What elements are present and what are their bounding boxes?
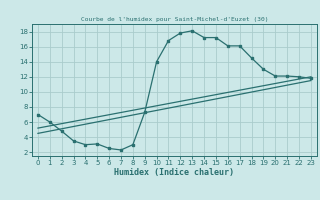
X-axis label: Humidex (Indice chaleur): Humidex (Indice chaleur) xyxy=(115,168,234,177)
Title: Courbe de l'humidex pour Saint-Michel-d'Euzet (30): Courbe de l'humidex pour Saint-Michel-d'… xyxy=(81,17,268,22)
